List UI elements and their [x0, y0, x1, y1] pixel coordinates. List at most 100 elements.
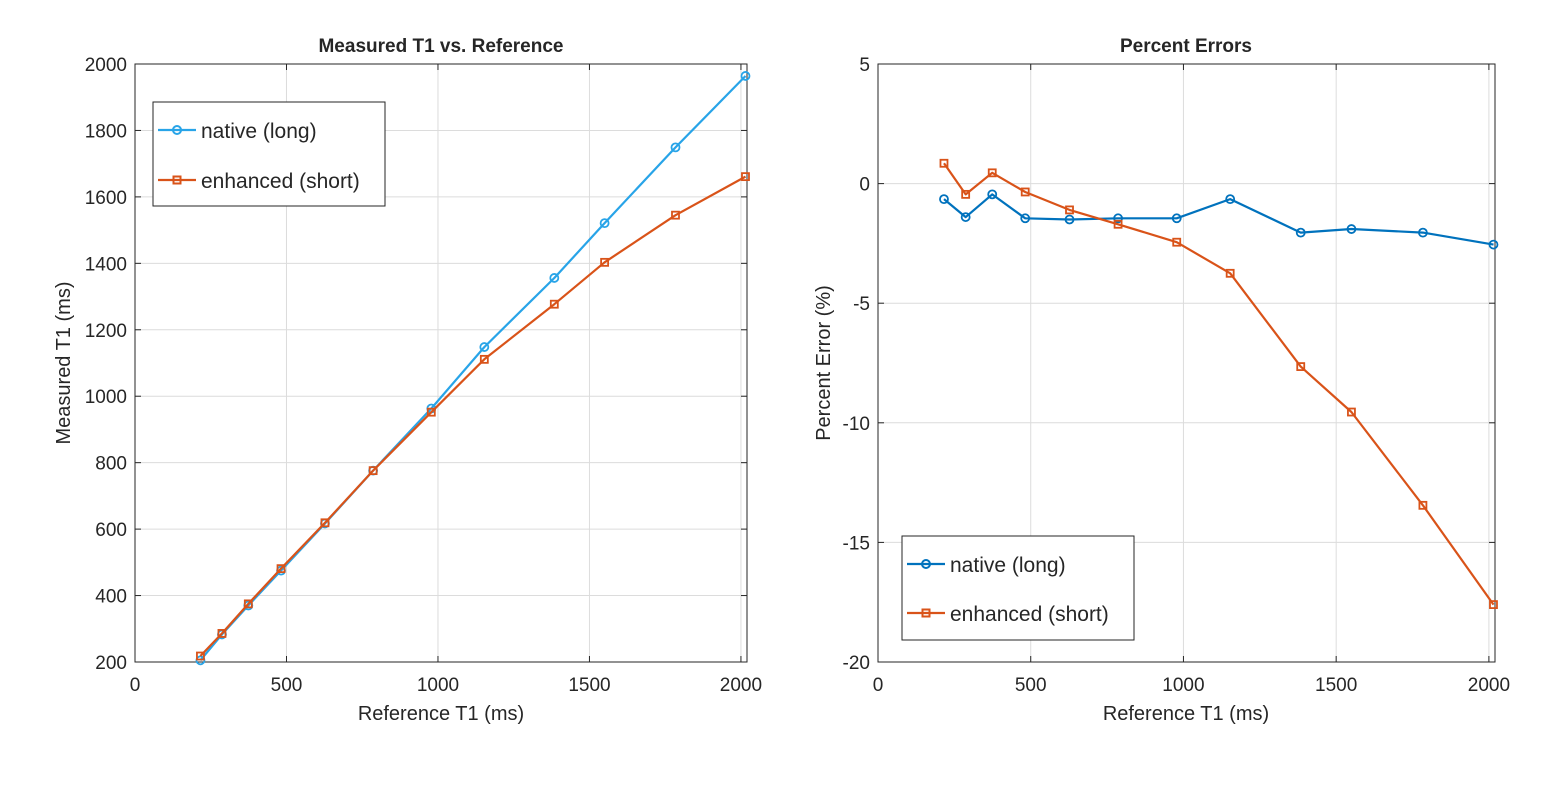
x-tick-label: 0	[873, 675, 884, 696]
data-point-native	[939, 194, 949, 205]
legend-marker-native	[172, 125, 182, 135]
y-tick-label: 800	[95, 454, 127, 475]
y-tick-label: 1800	[85, 121, 127, 142]
x-tick-label: 500	[271, 675, 303, 696]
data-point-native	[1418, 227, 1428, 238]
y-tick-label: 5	[859, 55, 870, 76]
data-point-enhanced	[1347, 407, 1356, 417]
legend-marker-enhanced	[172, 175, 182, 185]
data-point-enhanced	[1172, 237, 1182, 247]
y-tick-label: -15	[843, 533, 870, 554]
data-point-enhanced	[368, 466, 378, 476]
data-point-native	[1020, 213, 1031, 224]
legend-entry-native: native (long)	[907, 554, 1066, 577]
y-tick-label: 600	[95, 520, 127, 541]
legend-label-enhanced: enhanced (short)	[201, 170, 360, 193]
data-point-enhanced	[549, 299, 559, 309]
x-tick-label: 1000	[417, 675, 459, 696]
tick-marks: 0 500 1000 1500 2000 -20 -15 -10 -5 0 5	[843, 55, 1511, 696]
y-tick-label: 1400	[85, 254, 127, 275]
data-point-enhanced	[217, 629, 227, 638]
x-tick-label: 2000	[720, 675, 762, 696]
legend-marker-enhanced	[921, 608, 931, 618]
series-line-enhanced	[943, 162, 1495, 606]
legend-box	[901, 535, 1135, 641]
y-axis-label: Percent Error (%)	[813, 285, 835, 441]
y-tick-label: 1000	[85, 387, 127, 408]
data-point-enhanced	[1020, 187, 1030, 197]
data-point-enhanced	[1113, 219, 1123, 229]
chart-title: Measured T1 vs. Reference	[318, 36, 563, 57]
data-point-enhanced	[600, 257, 610, 267]
y-tick-label: 1200	[85, 321, 127, 342]
x-tick-label: 1000	[1162, 675, 1204, 696]
legend-label-native: native (long)	[201, 120, 317, 143]
y-tick-label: -5	[853, 294, 870, 315]
panel-percent-errors: 0 500 1000 1500 2000 -20 -15 -10 -5 0 5 Percent Er…	[813, 36, 1510, 725]
data-point-native	[1064, 214, 1075, 225]
data-point-enhanced	[1489, 600, 1498, 609]
y-tick-label: -20	[843, 653, 870, 674]
data-point-native	[1113, 213, 1123, 224]
data-point-enhanced	[1418, 500, 1428, 510]
data-point-enhanced	[1225, 268, 1235, 278]
data-point-native	[987, 189, 998, 200]
data-point-enhanced	[479, 354, 489, 364]
y-tick-label: 400	[95, 587, 127, 608]
data-point-native	[1346, 224, 1357, 234]
chart-title: Percent Errors	[1120, 36, 1252, 57]
series-group	[939, 158, 1499, 609]
legend-entry-enhanced: enhanced (short)	[158, 170, 360, 193]
y-tick-label: -10	[843, 414, 870, 435]
series-group	[195, 71, 751, 666]
data-point-native	[549, 273, 560, 283]
x-tick-label: 500	[1015, 675, 1047, 696]
data-point-native	[1488, 239, 1499, 250]
axes-box	[877, 63, 1496, 663]
panel-measured-vs-reference: 0 500 1000 1500 2000 200 400 600 800 1000 1200 1400…	[53, 36, 762, 725]
y-tick-label: 200	[95, 653, 127, 674]
data-point-enhanced	[961, 189, 971, 199]
data-point-enhanced	[939, 158, 949, 168]
data-point-enhanced	[320, 518, 330, 528]
x-tick-label: 2000	[1468, 675, 1510, 696]
data-point-enhanced	[1296, 362, 1306, 371]
y-axis-label: Measured T1 (ms)	[53, 281, 75, 444]
data-point-native	[1295, 227, 1306, 238]
legend-box	[152, 101, 386, 207]
data-point-enhanced	[1065, 205, 1074, 215]
data-point-enhanced	[671, 210, 680, 220]
legend-label-native: native (long)	[950, 554, 1066, 577]
legend-marker-native	[921, 559, 931, 569]
legend-label-enhanced: enhanced (short)	[950, 603, 1109, 626]
legend-entry-enhanced: enhanced (short)	[907, 603, 1109, 626]
y-tick-label: 2000	[85, 55, 127, 76]
data-point-enhanced	[243, 599, 253, 609]
x-axis-label: Reference T1 (ms)	[1103, 703, 1269, 725]
y-tick-label: 0	[859, 175, 870, 196]
data-point-enhanced	[196, 651, 205, 661]
x-axis-label: Reference T1 (ms)	[358, 703, 524, 725]
data-point-enhanced	[426, 407, 436, 417]
x-tick-label: 1500	[1315, 675, 1357, 696]
y-tick-label: 1600	[85, 188, 127, 209]
data-point-native	[1225, 194, 1236, 205]
legend-entry-native: native (long)	[158, 120, 317, 143]
legend: native (long) enhanced (short)	[152, 101, 386, 207]
series-line-native	[943, 193, 1494, 246]
data-point-native	[740, 71, 751, 81]
data-point-enhanced	[741, 172, 750, 182]
tick-marks: 0 500 1000 1500 2000 200 400 600 800 1000 1200 1400…	[85, 55, 762, 696]
x-tick-label: 0	[130, 675, 141, 696]
data-point-native	[479, 342, 490, 352]
axes-box	[134, 63, 748, 663]
data-point-enhanced	[987, 168, 997, 178]
data-point-native	[599, 218, 610, 229]
data-point-native	[960, 212, 971, 222]
data-point-enhanced	[276, 564, 286, 574]
series-line-enhanced	[199, 175, 747, 657]
data-point-native	[1171, 213, 1182, 224]
legend: native (long) enhanced (short)	[901, 535, 1135, 641]
data-point-native	[670, 142, 681, 153]
